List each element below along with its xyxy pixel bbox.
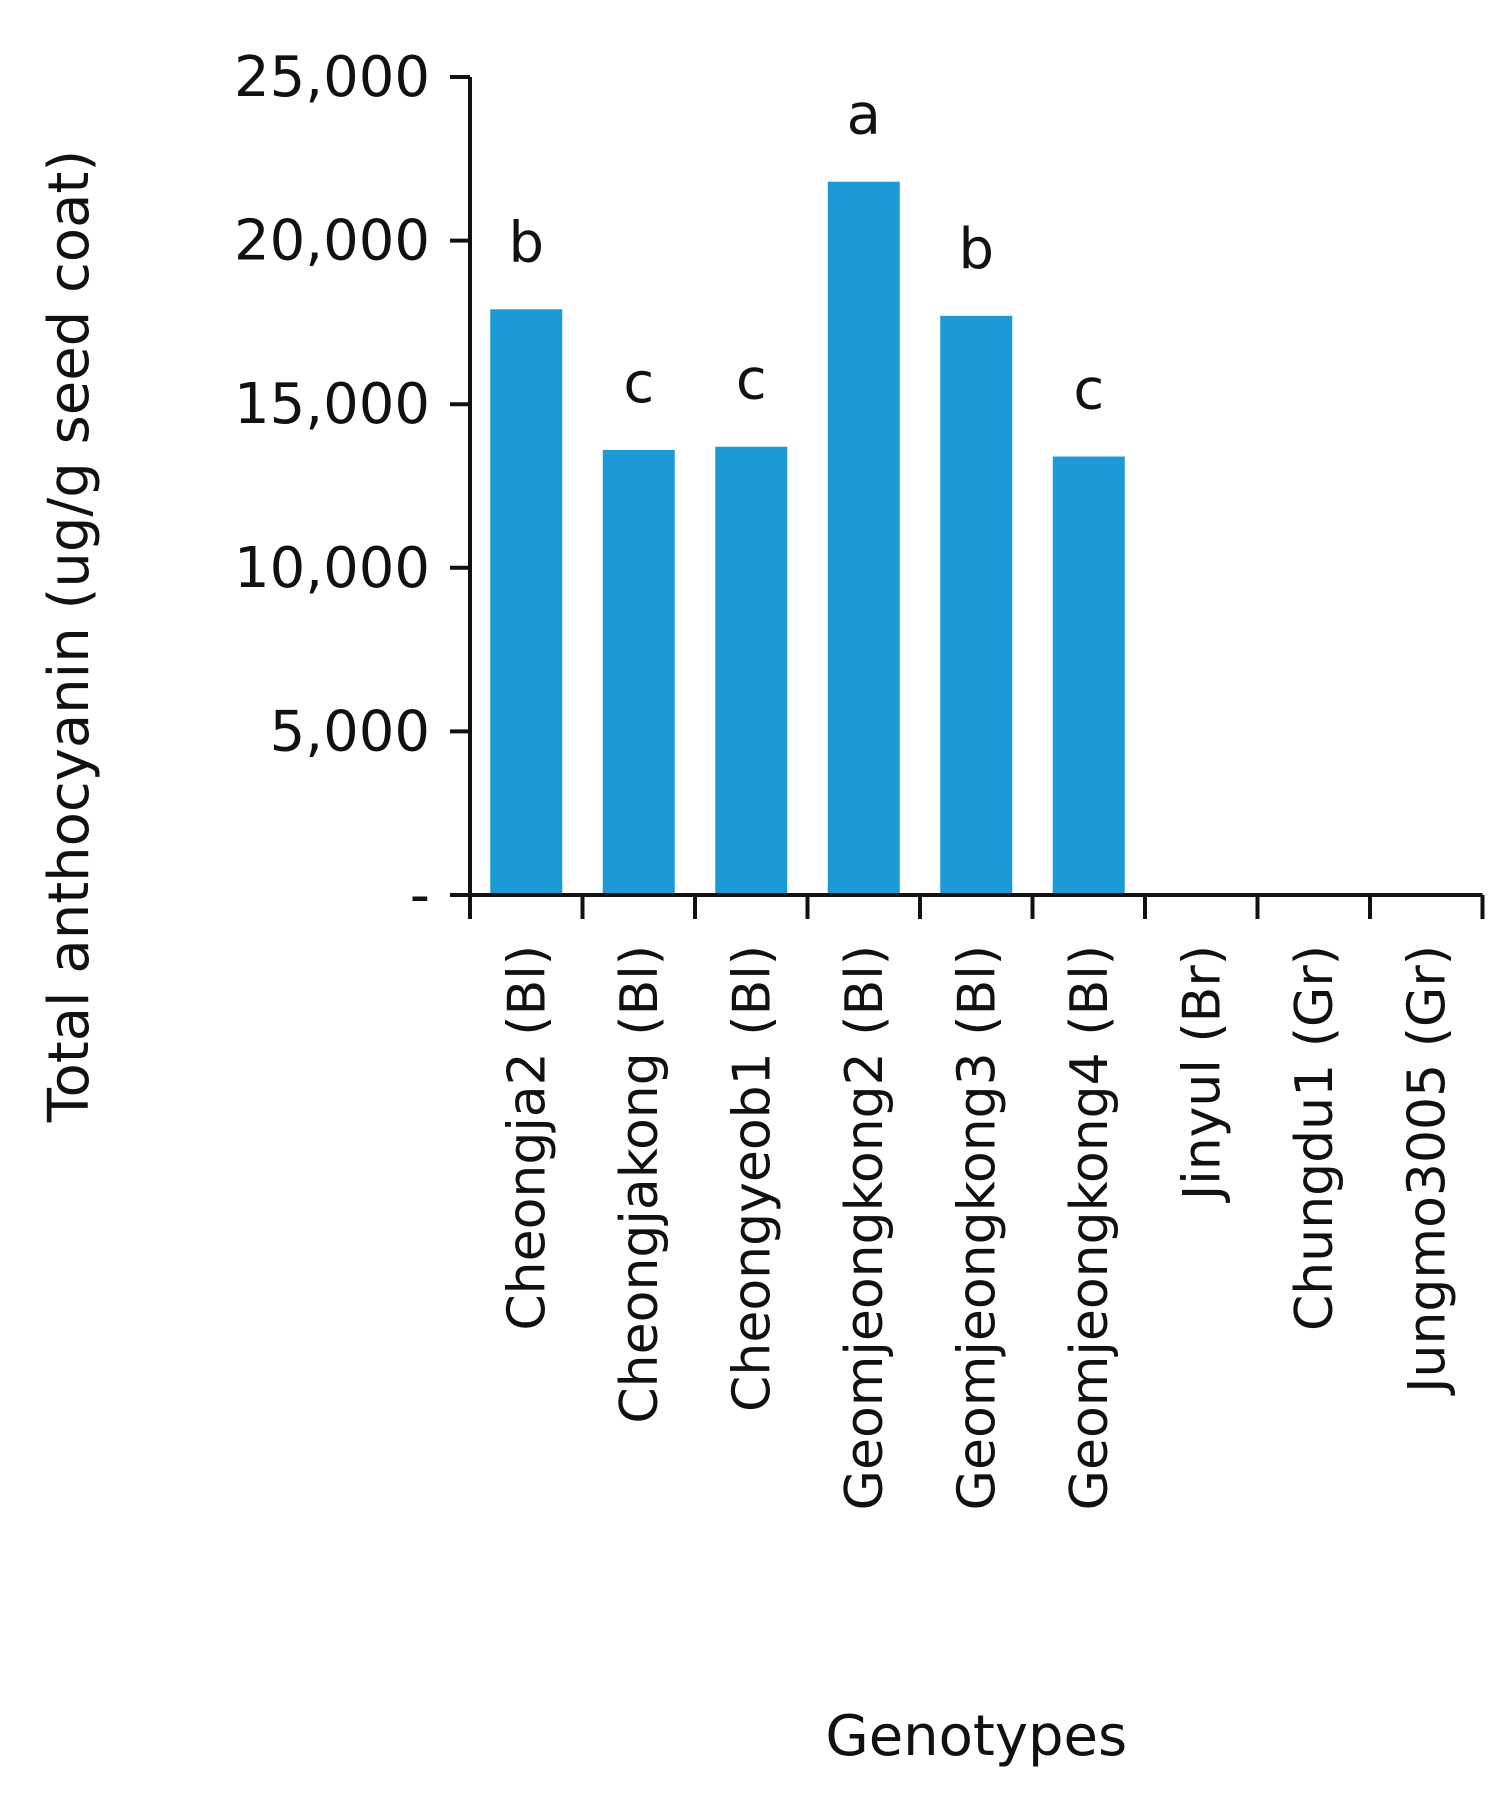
significance-letter: c	[736, 348, 767, 413]
bars-layer	[490, 181, 1125, 896]
x-category-label: Jinyul (Br)	[1172, 945, 1232, 1203]
bar	[490, 309, 563, 895]
x-category-label: Geomjeongkong2 (Bl)	[835, 945, 895, 1510]
significance-letter: a	[847, 83, 881, 148]
y-axis-title: Total anthocyanin (ug/g seed coat)	[37, 150, 102, 1123]
y-tick-label: 10,000	[234, 536, 430, 601]
y-tick-label: -	[410, 863, 430, 928]
y-tick-label: 5,000	[270, 699, 430, 764]
x-category-label: Geomjeongkong3 (Bl)	[947, 945, 1007, 1510]
axes-layer	[450, 77, 1483, 897]
bar	[715, 446, 788, 895]
significance-letter: b	[508, 210, 544, 275]
bar	[1052, 456, 1125, 895]
significance-letter: c	[1073, 358, 1104, 423]
x-category-label: Jungmo3005 (Gr)	[1397, 945, 1457, 1396]
y-tick-label: 15,000	[234, 372, 430, 437]
significance-letter: b	[958, 217, 994, 282]
x-category-label: Chungdu1 (Gr)	[1285, 945, 1345, 1331]
labels-layer: - 5,000 10,000 15,000 20,000 25,000 b Cheongja2…	[234, 45, 1457, 1510]
significance-letter: c	[623, 351, 654, 416]
x-category-label: Cheongjakong (Bl)	[610, 945, 670, 1424]
ticks-layer	[450, 75, 1485, 919]
bar	[940, 315, 1013, 896]
bar	[827, 181, 900, 896]
x-category-label: Cheongja2 (Bl)	[497, 945, 557, 1331]
bar	[602, 450, 675, 895]
x-category-label: Cheongyeob1 (Bl)	[722, 945, 782, 1412]
x-category-label: Geomjeongkong4 (Bl)	[1060, 945, 1120, 1510]
y-tick-label: 25,000	[234, 45, 430, 110]
x-axis-title: Genotypes	[825, 1704, 1127, 1769]
y-tick-label: 20,000	[234, 209, 430, 274]
